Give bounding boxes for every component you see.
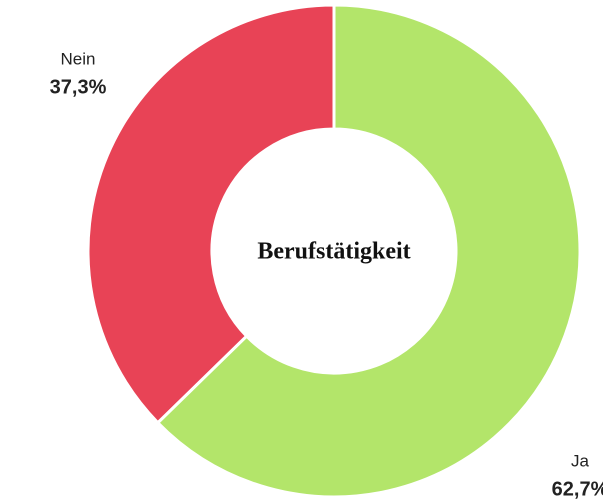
- category-label: Ja: [571, 451, 590, 470]
- value-label: 62,7%: [552, 478, 603, 500]
- donut-segment: [86, 3, 336, 425]
- chart-title: Berufstätigkeit: [257, 239, 410, 265]
- value-label: 37,3%: [50, 76, 107, 98]
- category-label: Nein: [61, 49, 96, 68]
- donut-segment: [155, 3, 582, 499]
